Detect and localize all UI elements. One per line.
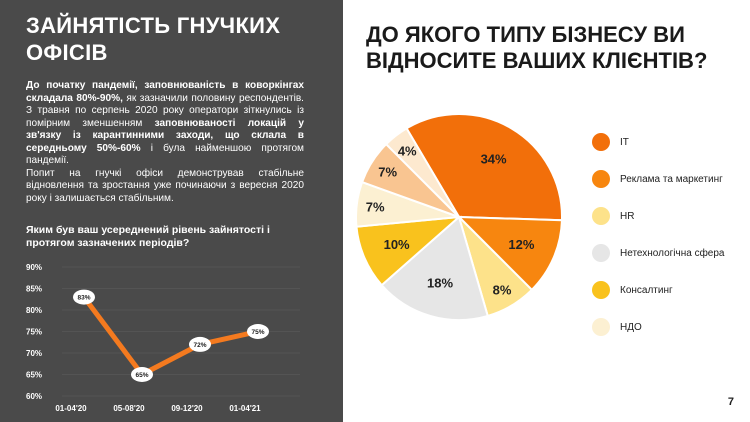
y-tick-label: 65%: [26, 371, 42, 380]
x-tick-label: 09-12'20: [171, 404, 203, 413]
body-part: заповнюваності локацій у зв'язку із кара…: [26, 117, 304, 154]
legend-item: Нетехнологічна сфера: [592, 241, 725, 265]
legend-item: HR: [592, 204, 634, 228]
right-title: ДО ЯКОГО ТИПУ БІЗНЕСУ ВИ ВІДНОСИТЕ ВАШИХ…: [366, 22, 708, 73]
pie-slice-label: 4%: [398, 143, 417, 158]
left-body-text: До початку пандемії, заповнюваність в ко…: [26, 80, 304, 205]
page-number: 7: [727, 396, 734, 408]
body-paragraph: До початку пандемії, заповнюваність в ко…: [26, 80, 304, 168]
y-tick-label: 90%: [26, 263, 42, 272]
pie-slice-label: 7%: [366, 199, 385, 214]
pie-slice: [458, 216, 534, 318]
pie-slice-label: 10%: [384, 237, 410, 252]
chart-question: Яким був ваш усереднений рівень зайнятос…: [26, 224, 270, 249]
pie-slice-label: 34%: [481, 151, 507, 166]
occupancy-line-chart: 90% 85% 80% 75% 70% 65% 60% 83% 65% 72% 75% 01-04'2…: [26, 263, 300, 413]
legend-swatch: [592, 170, 610, 188]
pie-slice: [384, 126, 460, 218]
body-paragraph: Попит на гнучкі офіси демонстрував стабі…: [26, 168, 304, 206]
data-point: [189, 336, 211, 352]
y-tick-label: 80%: [26, 306, 42, 315]
data-label: 72%: [193, 342, 206, 349]
body-part: як зазначили половину респондентів. З тр…: [26, 92, 304, 129]
data-label: 75%: [251, 329, 264, 336]
legend-label: НДО: [620, 321, 642, 333]
legend-item: Консалтинг: [592, 278, 673, 302]
legend-item: Реклама та маркетинг: [592, 167, 723, 191]
body-part: До початку пандемії, заповнюваність в ко…: [26, 80, 304, 104]
pie-slice-label: 8%: [493, 283, 512, 298]
pie-slice: [405, 113, 563, 222]
legend-swatch: [592, 281, 610, 299]
y-tick-label: 85%: [26, 285, 42, 294]
left-title: ЗАЙНЯТІСТЬ ГНУЧКИХ ОФІСІВ: [26, 13, 281, 65]
data-label: 65%: [135, 372, 148, 379]
pie-slice-label: 12%: [508, 237, 534, 252]
legend-swatch: [592, 207, 610, 225]
occupancy-line: [81, 294, 261, 377]
data-label: 83%: [77, 295, 90, 302]
legend-swatch: [592, 318, 610, 336]
data-point: [131, 367, 153, 382]
legend-swatch: [592, 133, 610, 151]
legend-label: Реклама та маркетинг: [620, 173, 723, 185]
legend-swatch: [592, 244, 610, 262]
legend-label: ІТ: [620, 136, 629, 148]
data-point: [247, 324, 269, 339]
y-tick-label: 75%: [26, 328, 42, 337]
pie-slice: [355, 180, 460, 228]
body-part: і була найменшою протягом пандемії.: [26, 142, 304, 167]
left-panel: ЗАЙНЯТІСТЬ ГНУЧКИХ ОФІСІВ До початку пан…: [0, 0, 343, 422]
pie-slice: [380, 215, 489, 321]
pie-slice-label: 7%: [378, 165, 397, 180]
pie-slice-label: 18%: [427, 275, 453, 290]
y-tick-label: 60%: [26, 392, 42, 401]
legend-label: Консалтинг: [620, 284, 673, 296]
legend-item: НДО: [592, 315, 642, 339]
x-tick-label: 01-04'20: [55, 404, 87, 413]
y-tick-label: 70%: [26, 349, 42, 358]
legend-item: ІТ: [592, 130, 629, 154]
data-point: [73, 289, 95, 305]
x-tick-label: 05-08'20: [113, 404, 145, 413]
x-tick-label: 01-04'21: [229, 404, 261, 413]
pie-slice: [355, 215, 462, 287]
pie-slice: [456, 215, 563, 292]
legend-label: HR: [620, 210, 635, 222]
body-part: Попит на гнучкі офіси демонстрував стабі…: [26, 167, 304, 204]
pie-slice: [360, 142, 460, 218]
legend-label: Нетехнологічна сфера: [620, 247, 725, 259]
